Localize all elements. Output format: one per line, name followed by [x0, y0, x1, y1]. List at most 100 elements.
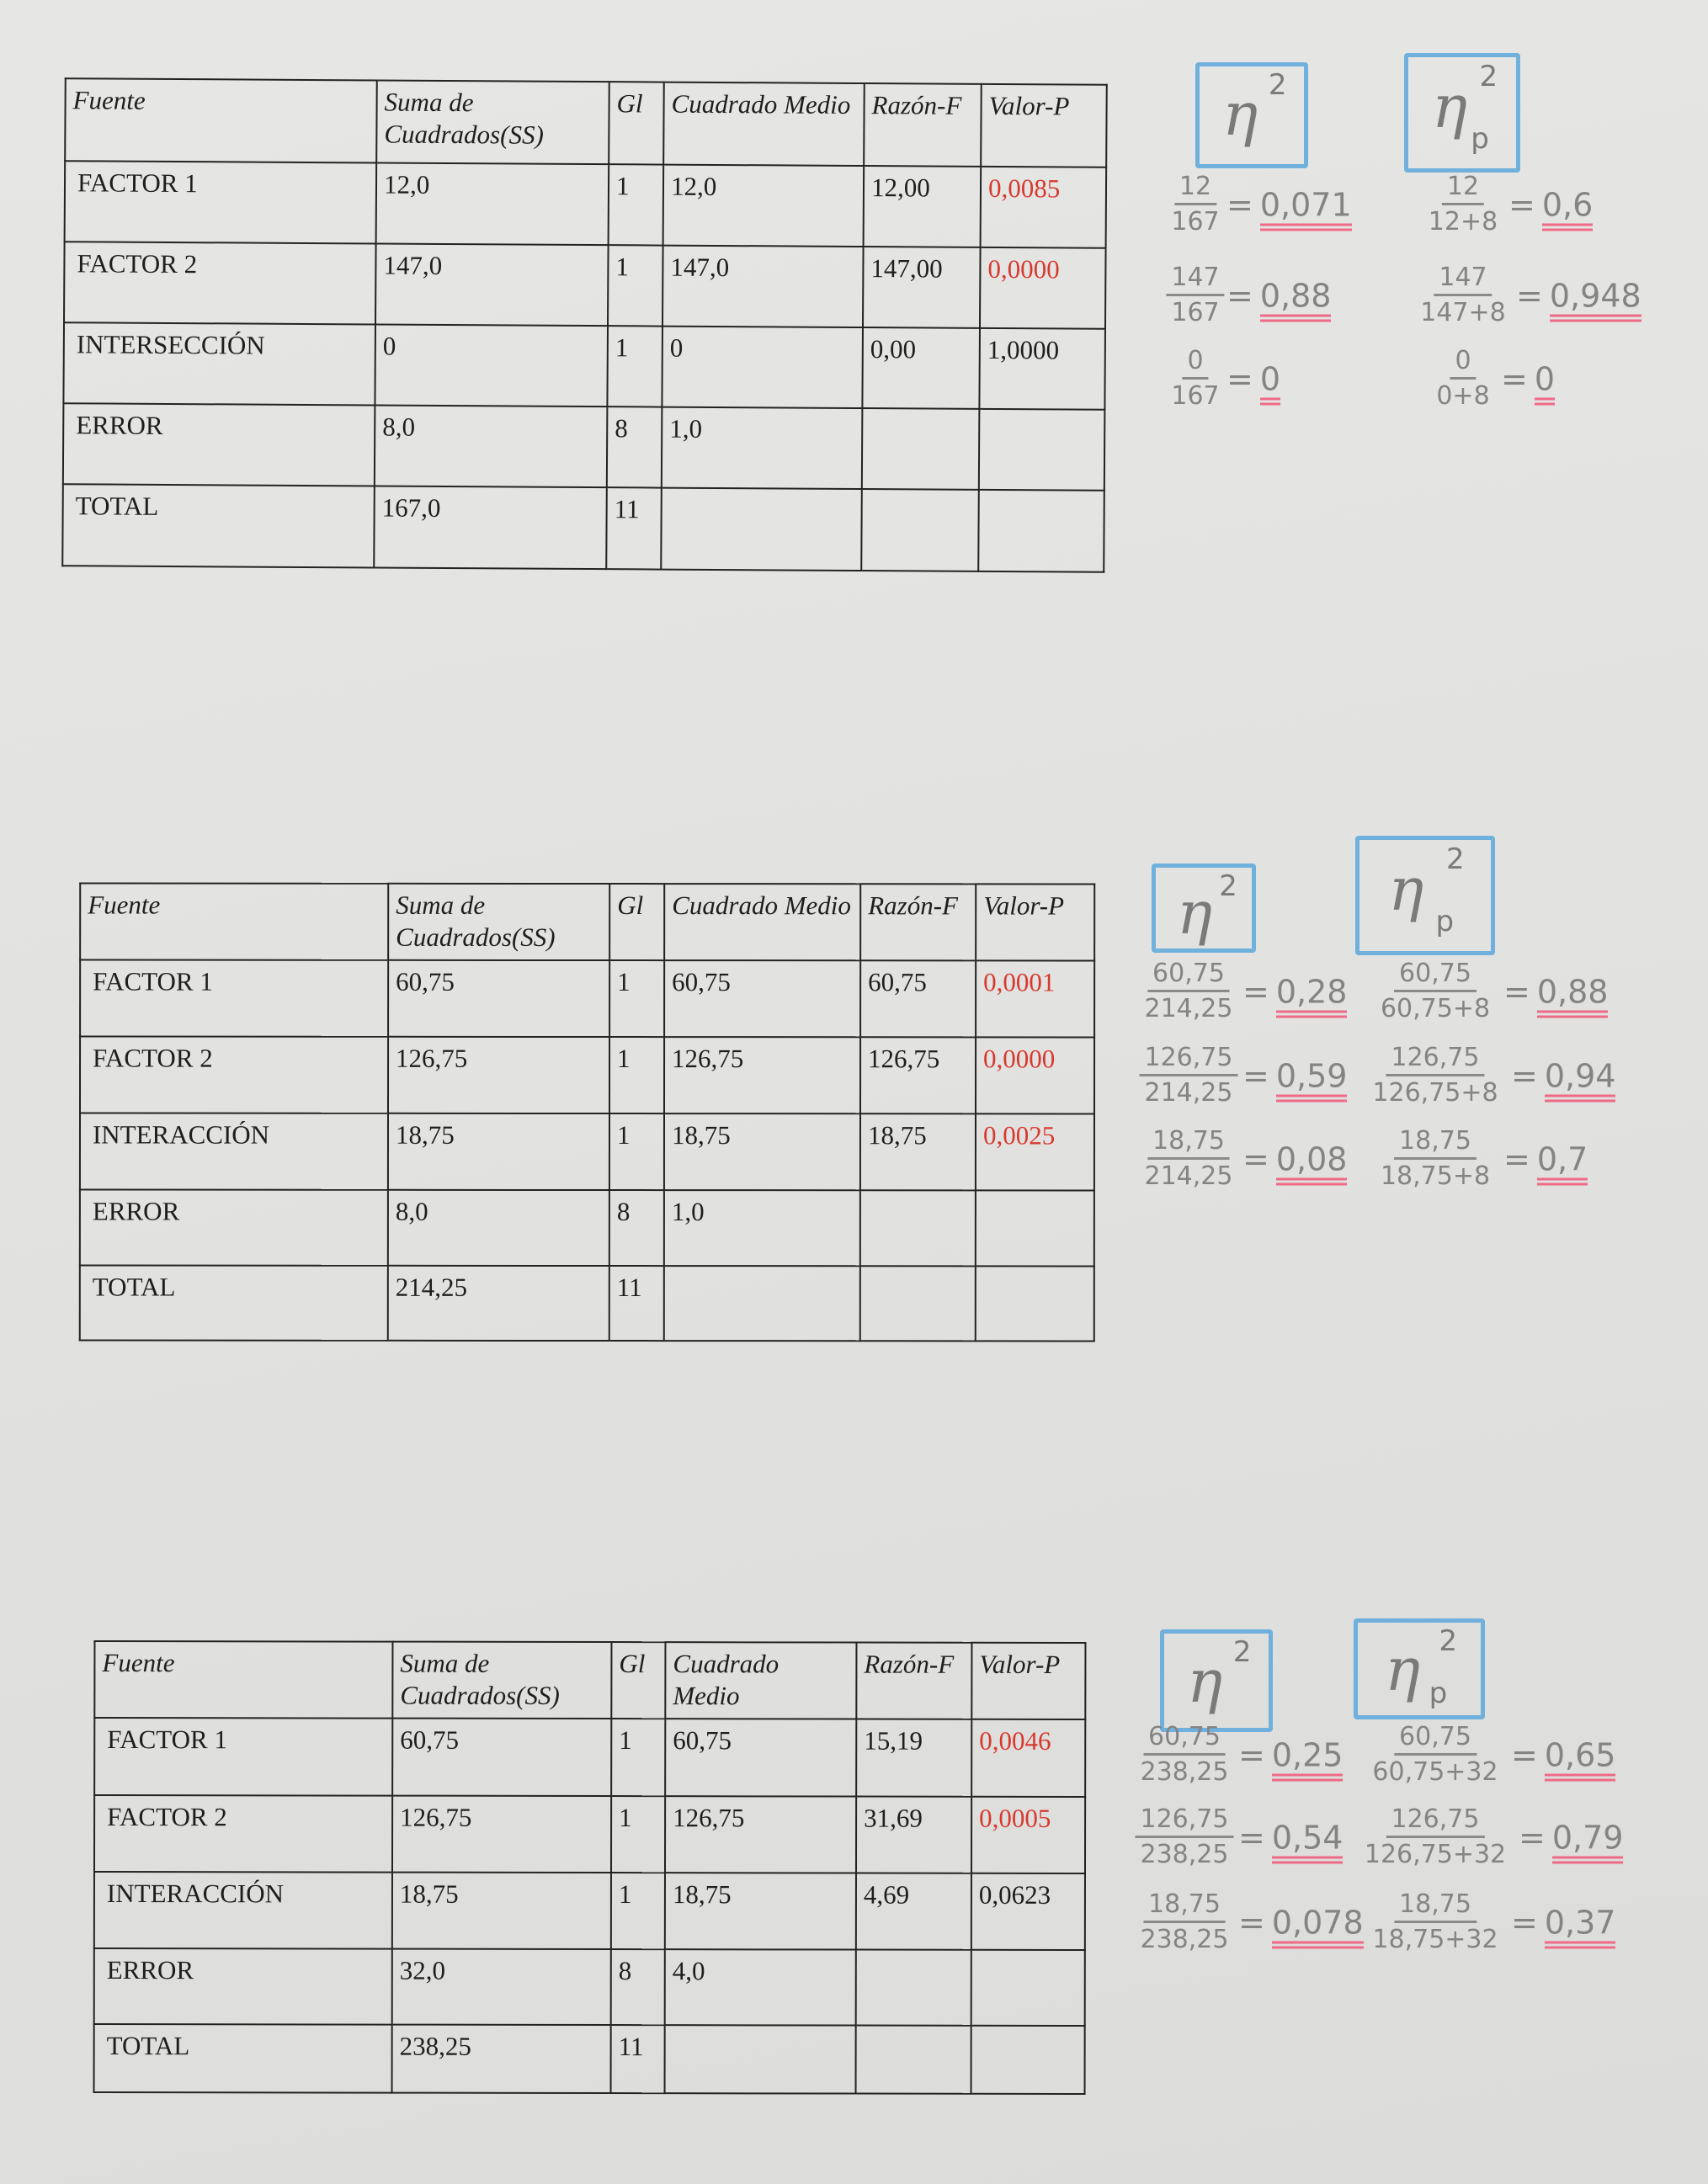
partial-eta-squared-calc-fraction: 12 12+8 [1429, 172, 1498, 236]
anova-table: Fuente Suma de Cuadrados(SS) Gl Cuadrado Me… [79, 882, 1095, 1342]
eta-squared-calc-fraction: 18,75 238,25 [1141, 1889, 1229, 1954]
table-row: ERROR 32,0 8 4,0 [93, 1948, 1085, 2027]
equals-sign: = [1242, 973, 1269, 1011]
cell-razon-f: 4,69 [855, 1873, 971, 1950]
header-suma-cuadrados: Suma de Cuadrados(SS) [392, 1641, 612, 1719]
denominator: 0+8 [1436, 381, 1490, 411]
result-value: 0,54 [1271, 1821, 1344, 1864]
header-row: Fuente Suma de Cuadrados(SS) Gl Cuadrado Me… [65, 78, 1107, 167]
cell-fuente: FACTOR 2 [64, 242, 376, 325]
partial-eta-squared-calc-result: = 0,948 [1516, 278, 1641, 322]
result-value: 0,7 [1536, 1143, 1588, 1186]
cell-razon-f [855, 1949, 971, 2026]
cell-cuadrado-medio [661, 487, 862, 571]
cell-razon-f [861, 408, 980, 490]
header-row: Fuente Suma de Cuadrados(SS) Gl Cuadrado Me… [80, 883, 1095, 961]
superscript-2: 2 [1445, 842, 1465, 876]
cell-fuente: INTERACCIÓN [93, 1871, 392, 1949]
eta-squared-calc-fraction: 0 167 [1171, 346, 1219, 411]
result-value: 0,59 [1275, 1060, 1348, 1103]
denominator: 214,25 [1144, 994, 1233, 1023]
cell-cuadrado-medio: 1,0 [661, 407, 863, 490]
eta-squared-calc-result: = 0,071 [1226, 187, 1352, 231]
result-value: 0,88 [1536, 975, 1609, 1018]
cell-suma-cuadrados: 32,0 [391, 1948, 611, 2026]
numerator: 60,75 [1143, 1722, 1226, 1756]
result-value: 0 [1259, 363, 1281, 406]
cell-fuente: TOTAL [62, 484, 375, 568]
table-row: ERROR 8,0 8 1,0 [79, 1189, 1094, 1267]
cell-gl: 8 [609, 1190, 664, 1267]
cell-valor-p: 0,0001 [976, 960, 1095, 1038]
partial-eta-squared-calc-result: = 0,65 [1511, 1736, 1616, 1782]
cell-suma-cuadrados: 214,25 [387, 1265, 609, 1342]
cell-gl: 1 [609, 1113, 664, 1191]
result-value: 0,071 [1259, 189, 1352, 231]
cell-gl: 1 [609, 1037, 665, 1114]
table-row: FACTOR 2 126,75 1 126,75 31,69 0,0005 [93, 1794, 1086, 1874]
numerator: 126,75 [1139, 1043, 1238, 1076]
eta-squared-calc-result: = 0,88 [1226, 278, 1332, 322]
table-row: TOTAL 238,25 11 [93, 2023, 1085, 2095]
partial-eta-squared-calc-result: = 0,88 [1503, 974, 1609, 1018]
cell-cuadrado-medio: 0 [662, 326, 863, 409]
equals-sign: = [1242, 1057, 1269, 1095]
cell-suma-cuadrados: 126,75 [391, 1795, 612, 1873]
denominator: 214,25 [1144, 1078, 1233, 1108]
header-valor-p: Valor-P [981, 83, 1107, 167]
cell-valor-p [978, 408, 1105, 491]
cell-gl: 1 [609, 960, 665, 1038]
cell-suma-cuadrados: 238,25 [391, 2024, 611, 2094]
denominator: 238,25 [1140, 1840, 1229, 1869]
cell-valor-p: 0,0005 [971, 1796, 1086, 1874]
denominator: 60,75+32 [1372, 1757, 1498, 1787]
partial-eta-squared-calc-result: = 0,7 [1503, 1141, 1588, 1186]
cell-suma-cuadrados: 12,0 [375, 162, 609, 246]
eta-squared-calc-result: = 0,54 [1238, 1820, 1344, 1864]
cell-valor-p [975, 1266, 1094, 1342]
denominator: 167 [1171, 207, 1220, 236]
denominator: 238,25 [1140, 1757, 1229, 1787]
equals-sign: = [1501, 360, 1528, 398]
result-value: 0,078 [1271, 1906, 1364, 1949]
equals-sign: = [1226, 186, 1253, 224]
partial-eta-squared-calc-result: = 0,37 [1511, 1904, 1616, 1949]
table-row: INTERSECCIÓN 0 1 0 0,00 1,0000 [63, 322, 1105, 410]
header-fuente: Fuente [94, 1640, 393, 1719]
denominator: 18,75+8 [1380, 1161, 1491, 1191]
denominator: 18,75+32 [1372, 1925, 1498, 1954]
cell-fuente: FACTOR 2 [79, 1036, 389, 1113]
eta-symbol: η [1177, 879, 1213, 949]
numerator: 12 [1173, 172, 1217, 205]
cell-cuadrado-medio: 1,0 [663, 1190, 860, 1267]
header-razon-f: Razón-F [860, 884, 976, 961]
cell-razon-f: 147,00 [862, 247, 981, 328]
cell-suma-cuadrados: 18,75 [391, 1872, 611, 1950]
equals-sign: = [1511, 1736, 1538, 1774]
eta-squared-calc-fraction: 18,75 214,25 [1145, 1126, 1233, 1191]
cell-suma-cuadrados: 147,0 [375, 243, 609, 327]
numerator: 0 [1182, 346, 1209, 380]
header-fuente: Fuente [65, 78, 377, 163]
equals-sign: = [1519, 1819, 1546, 1857]
header-razon-f: Razón-F [856, 1642, 972, 1719]
equals-sign: = [1226, 360, 1253, 398]
cell-gl: 11 [610, 2025, 665, 2094]
cell-gl: 8 [610, 1949, 665, 2026]
cell-valor-p [971, 1949, 1085, 2027]
cell-gl: 11 [609, 1266, 664, 1342]
cell-fuente: ERROR [93, 1948, 392, 2025]
cell-valor-p [975, 1190, 1094, 1267]
equals-sign: = [1238, 1736, 1265, 1774]
cell-razon-f: 18,75 [859, 1113, 976, 1191]
equals-sign: = [1238, 1904, 1265, 1942]
denominator: 147+8 [1420, 298, 1506, 327]
superscript-2: 2 [1439, 1624, 1457, 1659]
equals-sign: = [1511, 1904, 1538, 1942]
eta-squared-calc-result: = 0,25 [1238, 1736, 1344, 1782]
superscript-2: 2 [1268, 68, 1287, 103]
header-razon-f: Razón-F [864, 83, 982, 167]
